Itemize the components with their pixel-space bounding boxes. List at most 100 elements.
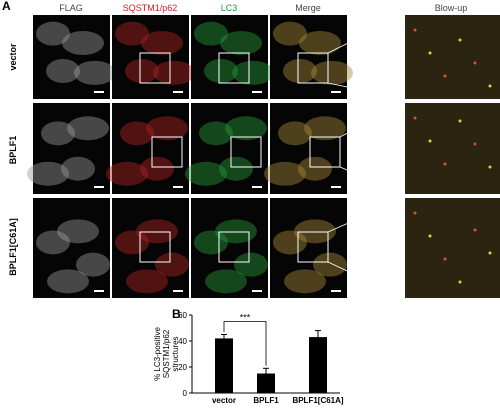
zoom-box	[139, 231, 171, 263]
puncta	[443, 257, 447, 261]
cell	[194, 21, 228, 46]
puncta	[488, 251, 492, 255]
puncta	[443, 74, 447, 78]
cell	[126, 269, 168, 294]
y-axis-label: SQSTM1/p62	[162, 329, 171, 378]
y-tick-label: 20	[178, 363, 187, 372]
cell	[67, 116, 109, 141]
cell	[57, 219, 99, 244]
micrograph	[33, 198, 110, 298]
micrograph	[270, 198, 347, 298]
scale-bar	[173, 91, 183, 93]
micrographs	[27, 14, 500, 299]
micrograph	[112, 15, 189, 99]
y-tick-label: 60	[178, 311, 187, 320]
zoom-line	[327, 82, 406, 100]
micrograph	[270, 103, 347, 194]
zoom-line	[327, 14, 406, 54]
cell	[313, 252, 347, 277]
puncta	[488, 165, 492, 169]
scale-bar	[173, 290, 183, 292]
zoom-box	[218, 231, 250, 263]
cell	[74, 60, 116, 85]
scale-bar	[331, 290, 341, 292]
x-tick-label: vector	[212, 396, 236, 405]
cell	[141, 31, 183, 55]
cell	[146, 116, 188, 141]
zoom-box	[139, 52, 171, 84]
cell	[36, 21, 70, 46]
puncta	[458, 119, 462, 123]
cell	[125, 59, 159, 83]
scale-bar	[94, 91, 104, 93]
cell	[304, 116, 346, 141]
cell	[185, 161, 227, 186]
zoom-box	[297, 231, 329, 263]
panel-label: A	[2, 0, 11, 13]
bar	[215, 338, 233, 393]
zoom-box	[218, 52, 250, 84]
scale-bar	[331, 186, 341, 188]
cell	[199, 121, 233, 146]
significance-label: ***	[240, 313, 251, 323]
zoom-line	[339, 102, 406, 138]
cell	[76, 252, 110, 277]
cell	[140, 156, 174, 181]
puncta	[458, 280, 462, 284]
cell	[115, 21, 149, 46]
cell	[311, 60, 353, 85]
blow-up	[405, 15, 500, 99]
zoom-line	[339, 166, 406, 195]
row-label: vector	[8, 43, 18, 71]
bar	[309, 337, 327, 393]
cell	[41, 121, 75, 146]
panel-label: B	[172, 307, 181, 321]
y-tick-label: 0	[183, 389, 188, 398]
puncta	[413, 116, 417, 120]
zoom-box	[230, 136, 262, 168]
column-header: Merge	[295, 3, 321, 13]
micrograph	[112, 103, 189, 194]
puncta	[428, 51, 432, 55]
zoom-box	[309, 136, 341, 168]
cell	[106, 161, 148, 186]
cell	[120, 121, 154, 146]
column-header: LC3	[221, 3, 238, 13]
y-axis-label: % LC3-positive	[153, 327, 162, 381]
puncta	[428, 234, 432, 238]
puncta	[458, 38, 462, 42]
cell	[234, 252, 268, 277]
blow-up	[405, 103, 500, 194]
cell	[299, 31, 341, 55]
cell	[278, 121, 312, 146]
cell	[283, 59, 317, 83]
bar	[257, 373, 275, 393]
cell	[62, 31, 104, 55]
column-header: Blow-up	[435, 3, 468, 13]
puncta	[443, 162, 447, 166]
column-header: FLAG	[59, 3, 83, 13]
zoom-line	[327, 197, 406, 233]
cell	[220, 31, 262, 55]
cell	[204, 59, 238, 83]
cell	[284, 269, 326, 294]
micrograph	[191, 15, 268, 99]
puncta	[473, 142, 477, 146]
micrograph	[33, 15, 110, 99]
cell	[155, 252, 189, 277]
y-axis-label: structures	[171, 336, 180, 371]
micrograph	[33, 103, 110, 194]
cell	[61, 156, 95, 181]
cell	[36, 230, 70, 255]
puncta	[413, 211, 417, 215]
cell	[136, 219, 178, 244]
cell	[46, 59, 80, 83]
zoom-box	[297, 52, 329, 84]
significance-bracket	[223, 321, 267, 366]
scale-bar	[94, 186, 104, 188]
x-tick-label: BPLF1[C61A]	[292, 396, 343, 405]
cell	[264, 161, 306, 186]
column-header: SQSTM1/p62	[123, 3, 178, 13]
cell	[273, 21, 307, 46]
